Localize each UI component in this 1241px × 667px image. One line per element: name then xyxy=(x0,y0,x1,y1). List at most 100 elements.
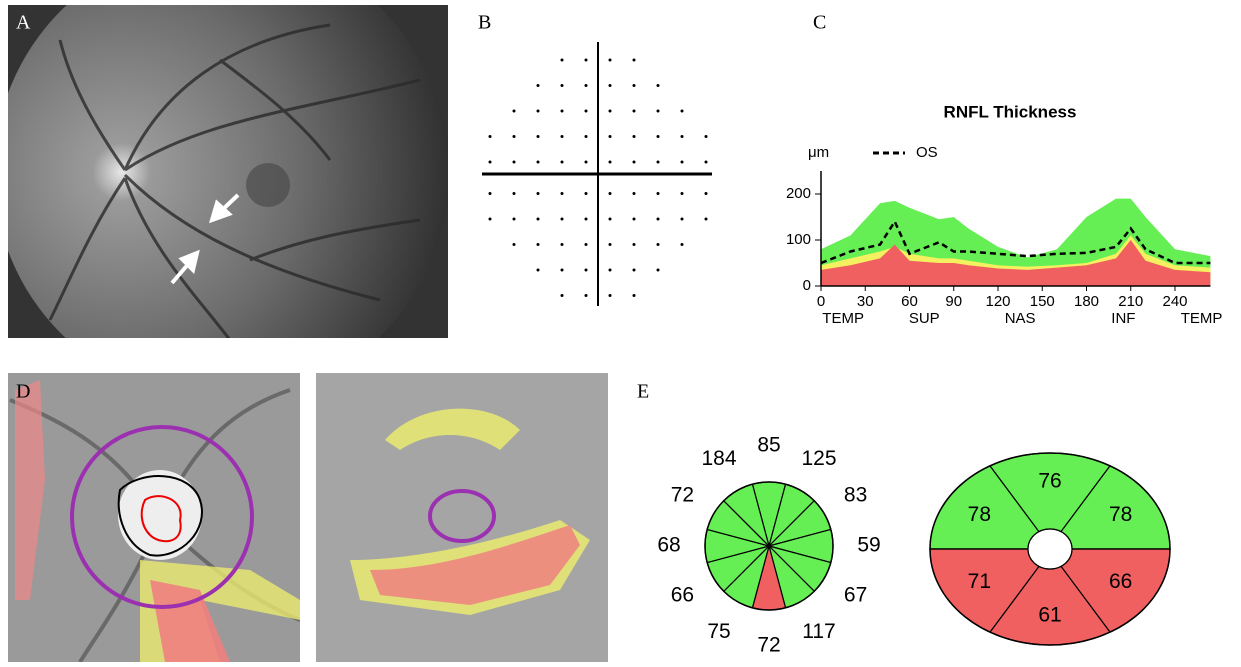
grid-dot xyxy=(657,110,660,113)
grid-dot xyxy=(681,218,684,221)
clock-value: 83 xyxy=(844,484,867,507)
grid-dot xyxy=(681,192,684,195)
clock-value: 67 xyxy=(844,584,867,607)
grid-dot xyxy=(513,110,516,113)
grid-dot xyxy=(585,294,588,297)
grid-dot xyxy=(609,110,612,113)
sector-value: 78 xyxy=(1109,503,1132,526)
grid-dot xyxy=(585,161,588,164)
grid-dot xyxy=(609,269,612,272)
grid-dot xyxy=(513,192,516,195)
chart-title: RNFL Thickness xyxy=(944,102,1077,121)
y-tick-label: 200 xyxy=(786,185,811,202)
grid-dot xyxy=(561,243,564,246)
x-tick-label: 180 xyxy=(1074,293,1099,310)
clock-value: 184 xyxy=(701,447,736,470)
grid-dot xyxy=(633,110,636,113)
grid-dot xyxy=(537,84,540,87)
grid-dot xyxy=(513,218,516,221)
grid-dot xyxy=(561,218,564,221)
y-tick-label: 100 xyxy=(786,231,811,248)
grid-dot xyxy=(705,161,708,164)
grid-dot xyxy=(681,161,684,164)
grid-dot xyxy=(657,161,660,164)
grid-dot xyxy=(657,84,660,87)
grid-dot xyxy=(633,135,636,138)
grid-dot xyxy=(561,84,564,87)
panel-label: A xyxy=(16,12,31,34)
grid-dot xyxy=(609,135,612,138)
grid-dot xyxy=(513,243,516,246)
panel-label: E xyxy=(637,381,649,403)
grid-dot xyxy=(705,135,708,138)
region-label: INF xyxy=(1111,310,1135,327)
clock-value: 66 xyxy=(671,584,694,607)
grid-dot xyxy=(609,294,612,297)
grid-dot xyxy=(633,294,636,297)
sector-value: 76 xyxy=(1038,469,1061,492)
grid-dot xyxy=(489,161,492,164)
grid-dot xyxy=(633,218,636,221)
figure: A B C RNFL Thickness μm OS01002000306090… xyxy=(0,0,1241,662)
grid-dot xyxy=(561,192,564,195)
grid-dot xyxy=(561,135,564,138)
sector-value: 61 xyxy=(1038,604,1061,627)
grid-dot xyxy=(561,269,564,272)
grid-dot xyxy=(657,135,660,138)
grid-dot xyxy=(609,218,612,221)
clock-value: 125 xyxy=(801,447,836,470)
x-tick-label: 150 xyxy=(1030,293,1055,310)
region-label: TEMP xyxy=(822,310,864,327)
grid-dot xyxy=(633,161,636,164)
grid-dot xyxy=(633,243,636,246)
grid-dot xyxy=(705,218,708,221)
grid-dot xyxy=(489,135,492,138)
grid-dot xyxy=(585,84,588,87)
scan-image-right xyxy=(316,373,608,662)
grid-dot xyxy=(681,243,684,246)
grid-dot xyxy=(585,192,588,195)
x-tick-label: 90 xyxy=(945,293,962,310)
grid-dot xyxy=(633,192,636,195)
x-tick-label: 120 xyxy=(985,293,1010,310)
y-axis-label: μm xyxy=(808,144,829,161)
grid-dot xyxy=(657,218,660,221)
grid-dot xyxy=(489,218,492,221)
clock-value: 75 xyxy=(707,620,730,643)
x-tick-label: 0 xyxy=(817,293,825,310)
fundus-photo xyxy=(0,0,450,400)
grid-dot xyxy=(537,192,540,195)
grid-dot xyxy=(657,243,660,246)
clock-value: 85 xyxy=(757,434,780,457)
grid-dot xyxy=(633,269,636,272)
grid-dot xyxy=(537,218,540,221)
grid-dot xyxy=(609,192,612,195)
grid-dot xyxy=(561,110,564,113)
sector-hole xyxy=(1028,529,1072,569)
grid-dot xyxy=(633,84,636,87)
region-label: NAS xyxy=(1005,310,1036,327)
sector-value: 71 xyxy=(968,570,991,593)
region-label: TEMP xyxy=(1181,310,1223,327)
sector-value: 66 xyxy=(1109,570,1132,593)
grid-dot xyxy=(537,110,540,113)
x-tick-label: 30 xyxy=(857,293,874,310)
clock-value: 72 xyxy=(757,634,780,657)
grid-dot xyxy=(513,135,516,138)
clock-value: 72 xyxy=(671,484,694,507)
grid-dot xyxy=(585,59,588,62)
clock-value: 59 xyxy=(857,534,880,557)
scan-image-left xyxy=(8,373,300,662)
legend-label: OS xyxy=(916,144,938,161)
grid-dot xyxy=(609,84,612,87)
panel-label: D xyxy=(16,381,30,403)
grid-dot xyxy=(561,161,564,164)
grid-dot xyxy=(585,110,588,113)
visual-field-grid xyxy=(482,42,712,306)
grid-dot xyxy=(705,192,708,195)
grid-dot xyxy=(681,135,684,138)
grid-dot xyxy=(585,135,588,138)
